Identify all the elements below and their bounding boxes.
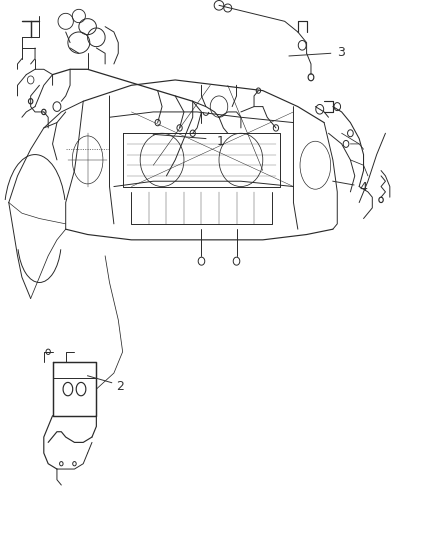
Text: 2: 2 [116, 380, 124, 393]
Text: 4: 4 [359, 181, 367, 194]
Text: 1: 1 [217, 135, 225, 148]
Text: 3: 3 [337, 46, 345, 59]
